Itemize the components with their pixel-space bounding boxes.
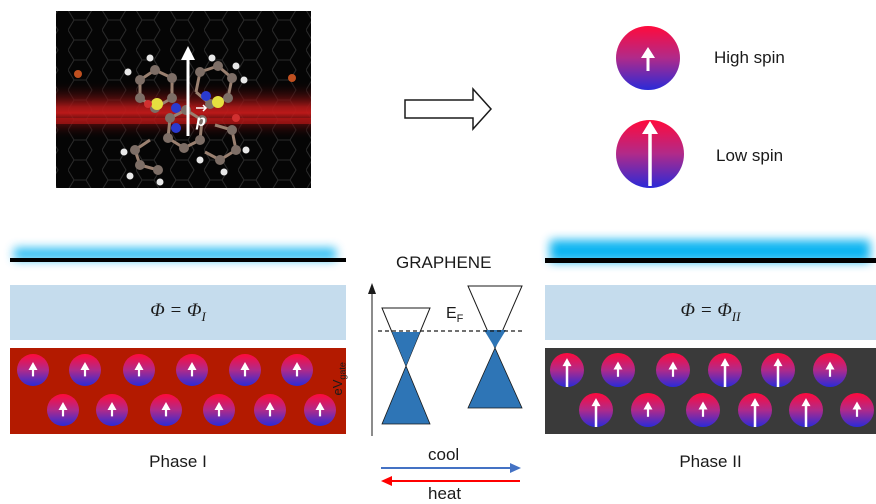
phase2-spin-top-1	[550, 353, 584, 387]
phase1-spin-top-5	[229, 354, 261, 386]
legend-low-spin-icon	[616, 120, 684, 188]
phase2-spin-top-3	[656, 353, 690, 387]
phase2-spin-top-5	[761, 353, 795, 387]
gate-voltage-label: eVgate	[329, 362, 348, 396]
phase2-spin-bottom-6	[840, 393, 874, 427]
phase1-spin-bottom-2	[96, 394, 128, 426]
heat-arrow-head	[381, 476, 392, 486]
dirac-cone-diagram	[368, 283, 524, 436]
phase1-spins	[17, 354, 336, 426]
phase2-spin-bottom-4	[738, 393, 772, 427]
phase1-spin-top-3	[123, 354, 155, 386]
dirac-cone-1-lower	[381, 364, 431, 425]
dipole-vector-label: p	[195, 104, 208, 130]
dirac-cone-2-filled-upper	[484, 330, 506, 348]
phase2-spin-bottom-1	[579, 393, 613, 427]
phase1-spin-top-4	[176, 354, 208, 386]
phase2-spin-top-6	[813, 353, 847, 387]
phase2-spin-bottom-3	[686, 393, 720, 427]
phase2-label: Phase II	[679, 452, 742, 471]
phase2-spins	[550, 353, 874, 427]
phi-phase2: Φ = ΦII	[680, 300, 741, 324]
phase1-spin-bottom-1	[47, 394, 79, 426]
phase1-spin-bottom-4	[203, 394, 235, 426]
graphene-glow-right	[550, 240, 870, 262]
graphene-layer-right	[545, 258, 876, 263]
dirac-cone-1-filled-upper	[392, 332, 420, 366]
phase2-spin-bottom-5	[789, 393, 823, 427]
cool-arrow-head	[510, 463, 521, 473]
legend-high-spin-label: High spin	[714, 48, 785, 67]
dirac-cone-2-upper	[467, 285, 523, 350]
fermi-level-label: EF	[446, 305, 464, 326]
transform-arrow	[404, 87, 493, 131]
phase1-spin-top-1	[17, 354, 49, 386]
graphene-glow-left	[14, 248, 336, 260]
legend-low-spin-label: Low spin	[716, 146, 784, 165]
graphene-layer-left	[10, 258, 346, 262]
molecule-image	[56, 11, 311, 188]
svg-text:p: p	[195, 113, 206, 130]
phase2-spin-bottom-2	[631, 393, 665, 427]
legend-high-spin-icon	[616, 26, 680, 90]
phase1-label: Phase I	[149, 452, 207, 471]
heat-label: heat	[428, 484, 462, 503]
phase1-spin-bottom-5	[254, 394, 286, 426]
graphene-label: GRAPHENE	[396, 253, 492, 272]
cool-label: cool	[428, 445, 460, 464]
phase2-spin-top-2	[601, 353, 635, 387]
work-function-bar-phase2	[545, 285, 876, 340]
phase2-spin-top-4	[708, 353, 742, 387]
phi-phase1: Φ = ΦI	[150, 300, 206, 324]
phase1-spin-top-6	[281, 354, 313, 386]
phase1-spin-bottom-6	[304, 394, 336, 426]
dirac-cone-2-lower	[467, 347, 523, 409]
phase1-spin-bottom-3	[150, 394, 182, 426]
work-function-bar-phase1	[10, 285, 346, 340]
phase1-spin-top-2	[69, 354, 101, 386]
